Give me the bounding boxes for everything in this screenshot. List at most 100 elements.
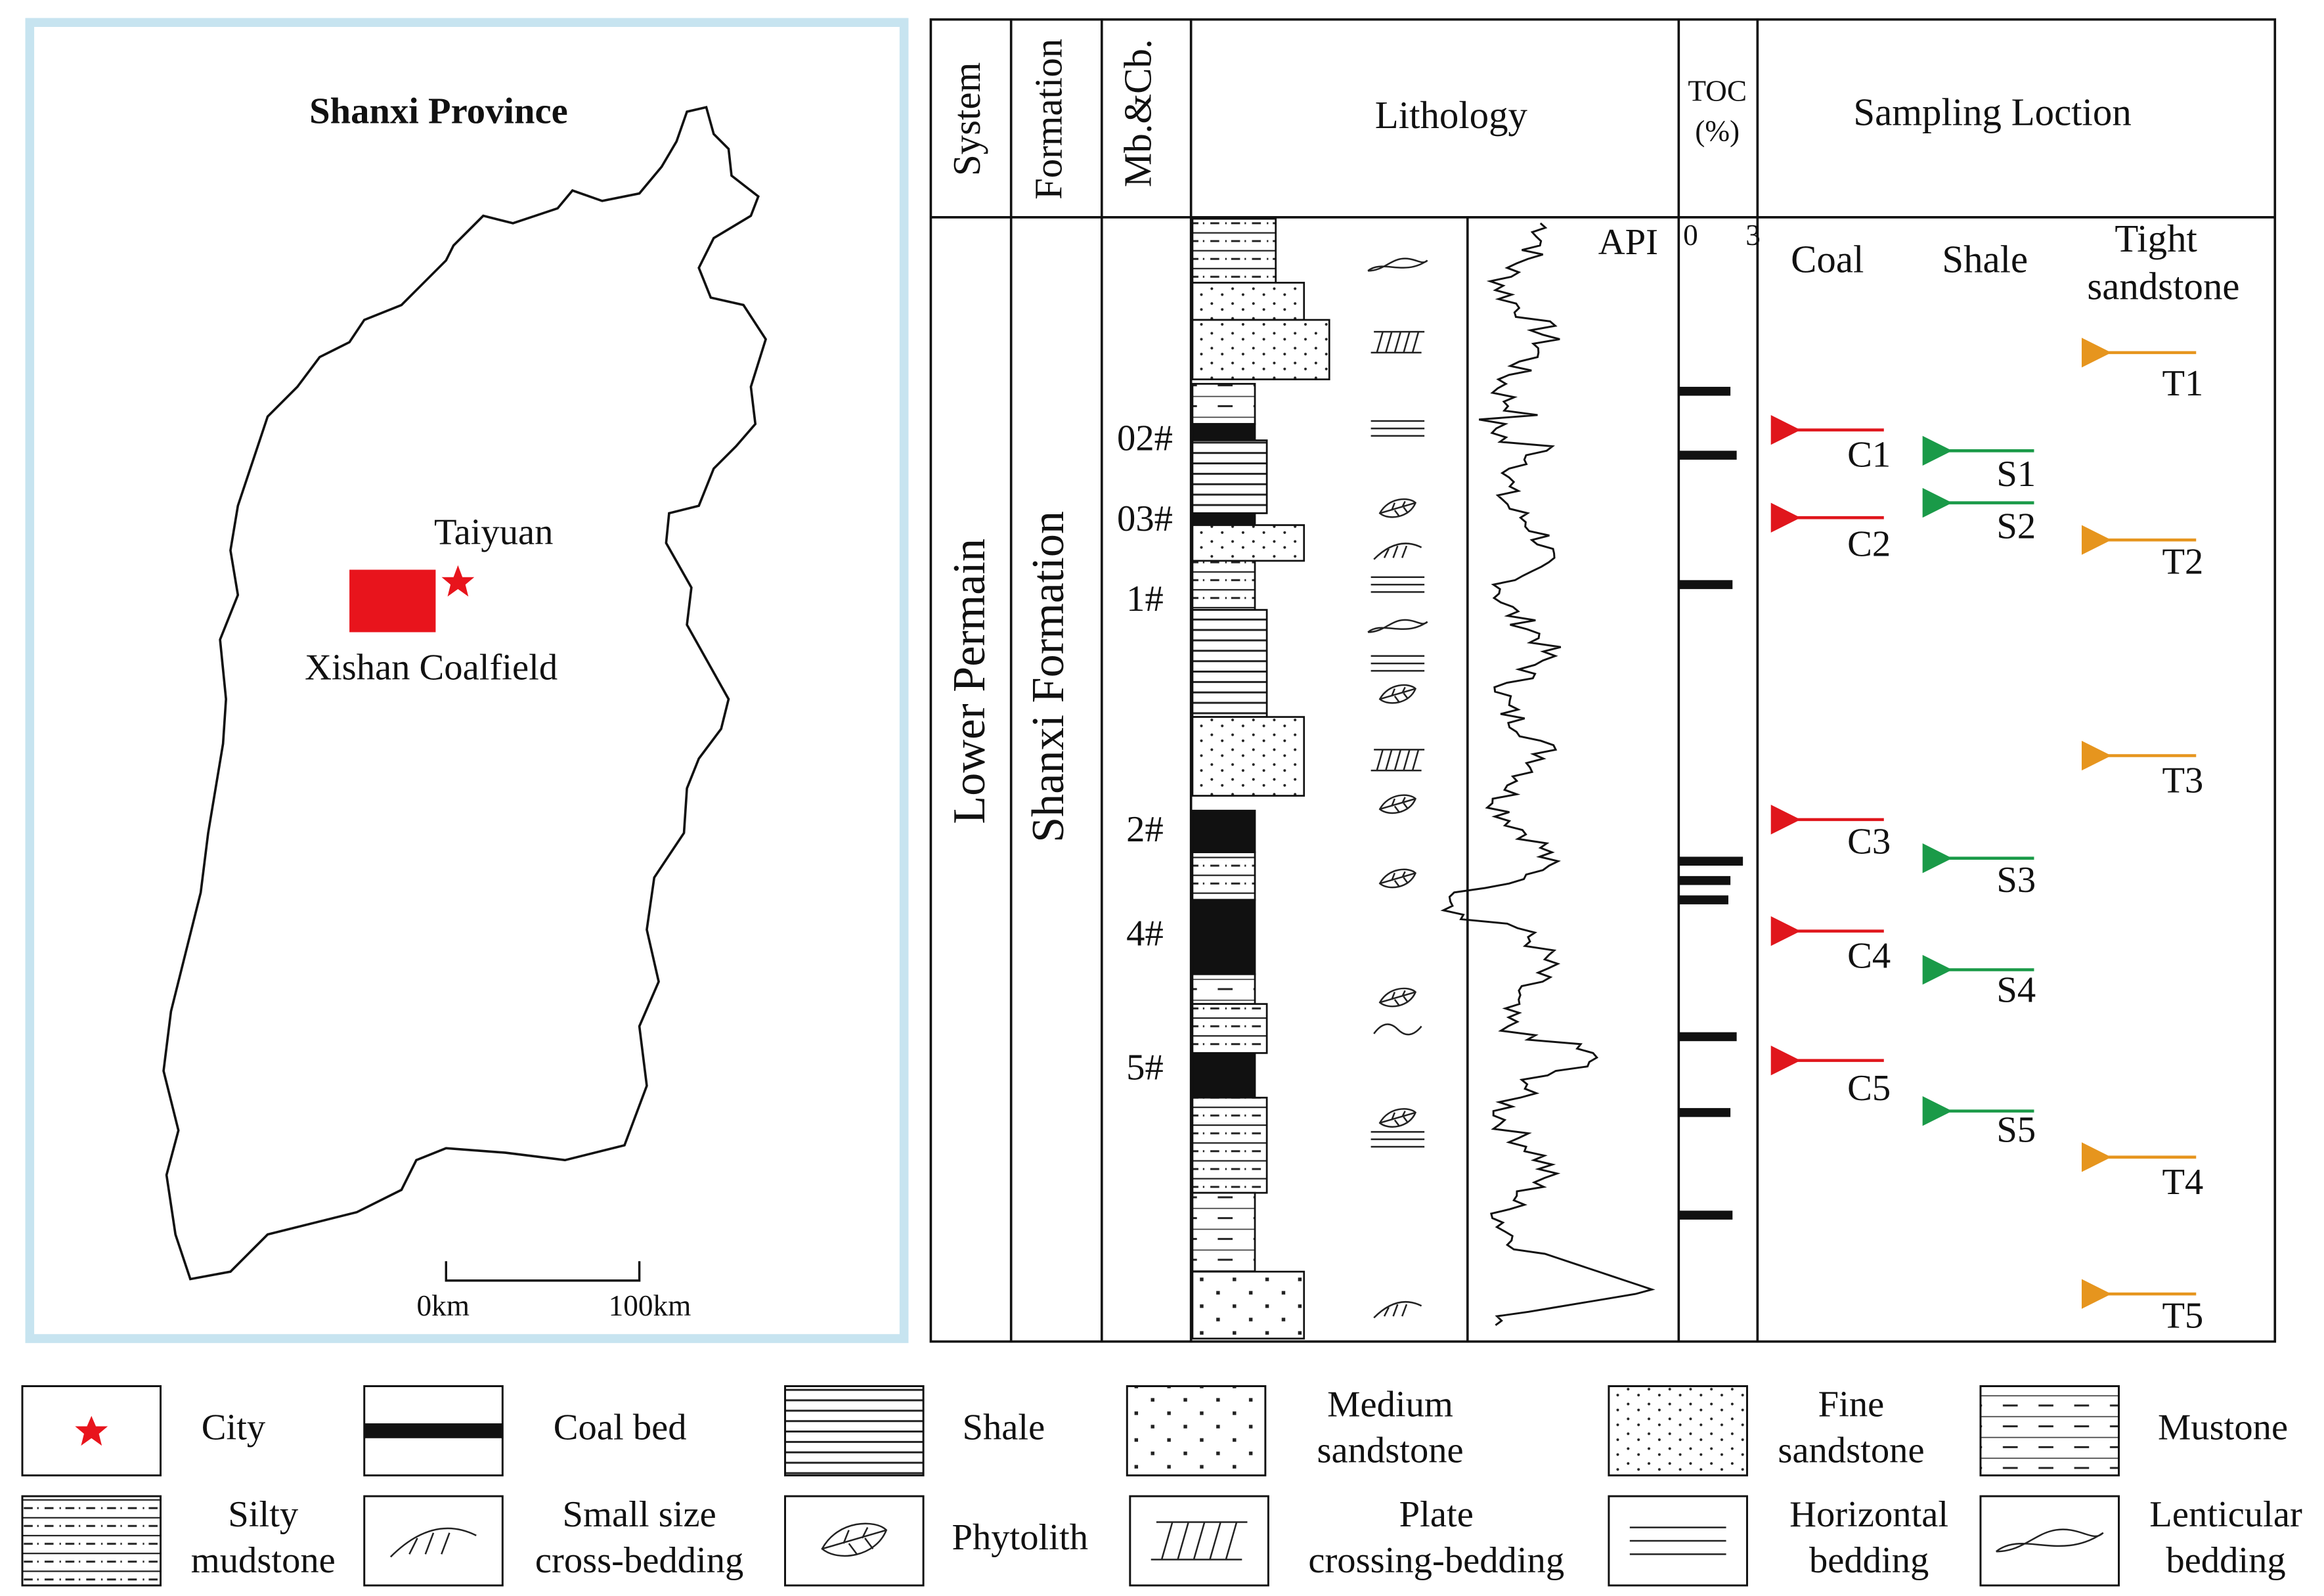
structure-symbol [1370, 749, 1425, 772]
legend-label: Medium [1327, 1384, 1453, 1425]
structure-symbol [1373, 543, 1422, 560]
structure-symbol [1378, 498, 1417, 518]
member-label: 4# [1126, 914, 1164, 954]
legend-label: mudstone [191, 1540, 336, 1581]
structure-symbol [1378, 684, 1417, 704]
legend-box [784, 1385, 925, 1476]
header-sampling: Sampling Loction [1853, 91, 2131, 133]
lithology-layer [1191, 1191, 1256, 1273]
legend-label: crossing-bedding [1308, 1540, 1564, 1581]
lithology-layer [1191, 524, 1305, 562]
coal-header: Coal [1791, 238, 1864, 281]
tight-header: sandstone [2087, 265, 2239, 307]
scale-bar [445, 1261, 641, 1282]
structure-symbol [1378, 987, 1417, 1008]
sample-label: C3 [1847, 821, 1891, 862]
header-lithology: Lithology [1375, 94, 1528, 137]
lithology-layer [1191, 851, 1256, 901]
header-formation: Formation [1028, 39, 1070, 200]
legend-box [1979, 1385, 2120, 1476]
lithology-layer [1191, 383, 1256, 425]
scale-label: 0km [417, 1289, 470, 1322]
toc-bar [1678, 386, 1731, 396]
structure-symbol [1370, 330, 1425, 354]
legend-box [784, 1495, 925, 1587]
legend: City Coal bed Shale Medium sandstone Fine sand… [21, 1384, 2302, 1587]
coalfield-area [349, 569, 436, 632]
toc-bar [1678, 895, 1728, 904]
structure-symbol [1378, 868, 1417, 889]
legend-label: Coal bed [554, 1407, 687, 1448]
legend-label: cross-bedding [535, 1540, 743, 1581]
structure-symbol [1370, 420, 1425, 437]
lithology-layer [1191, 809, 1256, 854]
toc-bar [1678, 1032, 1737, 1042]
sample-label: T4 [2162, 1162, 2203, 1203]
legend-box [1126, 1385, 1267, 1476]
toc-bar [1678, 580, 1733, 589]
lithology-layer [1191, 1096, 1268, 1194]
lithology-layer [1191, 439, 1268, 514]
lithology-layer [1191, 1003, 1268, 1054]
sample-label: T5 [2162, 1296, 2203, 1337]
header-member: Mb.&Cb. [1116, 39, 1159, 187]
legend-box [363, 1495, 504, 1587]
legend-label: Phytolith [952, 1517, 1088, 1558]
legend-label: Shale [962, 1407, 1045, 1448]
lithology-layer [1191, 1270, 1305, 1340]
legend-coal [364, 1423, 503, 1438]
legend-label: Silty [228, 1494, 299, 1535]
lithology-layer [1191, 423, 1256, 441]
city-star [441, 565, 475, 597]
sample-label: S1 [1996, 454, 2036, 495]
sample-label: S2 [1996, 506, 2036, 546]
toc-bar [1678, 1210, 1733, 1220]
sample-label: T3 [2162, 760, 2203, 801]
formation-label: Shanxi Formation [1022, 511, 1074, 843]
lithology-layer [1191, 898, 1256, 975]
member-label: 1# [1126, 579, 1164, 619]
member-label: 03# [1117, 499, 1173, 539]
sample-label: T2 [2162, 542, 2203, 583]
lithology-layer [1191, 217, 1277, 284]
legend-label: Lenticular [2149, 1494, 2302, 1535]
toc-tick-label: 3 [1745, 219, 1761, 252]
structure-symbol [1378, 1108, 1417, 1128]
structure-symbol [1367, 619, 1428, 633]
city-label: Taiyuan [434, 512, 553, 552]
structure-symbol [1370, 576, 1425, 593]
province-outline [162, 106, 768, 1281]
member-label: 02# [1117, 418, 1173, 459]
api-label: API [1598, 222, 1658, 263]
legend-label: Fine [1818, 1384, 1885, 1425]
legend-label: City [202, 1407, 266, 1448]
legend-label: sandstone [1778, 1430, 1924, 1471]
legend-label: Plate [1399, 1494, 1474, 1535]
legend-label: Mustone [2158, 1407, 2288, 1448]
api-curve [1440, 222, 1655, 1326]
sample-label: C1 [1847, 435, 1891, 476]
lithology-layer [1191, 560, 1256, 611]
header-toc: TOC [1688, 74, 1747, 107]
legend-label: Horizontal [1789, 1494, 1948, 1535]
legend-symbol [821, 1522, 888, 1557]
lithology-layer [1191, 716, 1305, 797]
header-system: System [946, 62, 988, 176]
legend-box [1608, 1385, 1748, 1476]
legend-label: sandstone [1317, 1430, 1463, 1471]
structure-symbol [1370, 655, 1425, 672]
map-title: Shanxi Province [309, 91, 568, 132]
structure-symbol [1373, 1023, 1422, 1036]
shale-header: Shale [1942, 238, 2028, 281]
tight-header: Tight [2115, 217, 2197, 260]
legend-symbol [1629, 1526, 1726, 1555]
legend-star [75, 1415, 108, 1446]
scale-label: 100km [609, 1289, 691, 1322]
toc-bar [1678, 876, 1731, 885]
lithology-layer [1191, 512, 1256, 526]
member-label: 2# [1126, 809, 1164, 850]
legend-box [21, 1495, 162, 1587]
toc-bar [1678, 1108, 1731, 1117]
legend-label: bedding [2166, 1540, 2285, 1581]
